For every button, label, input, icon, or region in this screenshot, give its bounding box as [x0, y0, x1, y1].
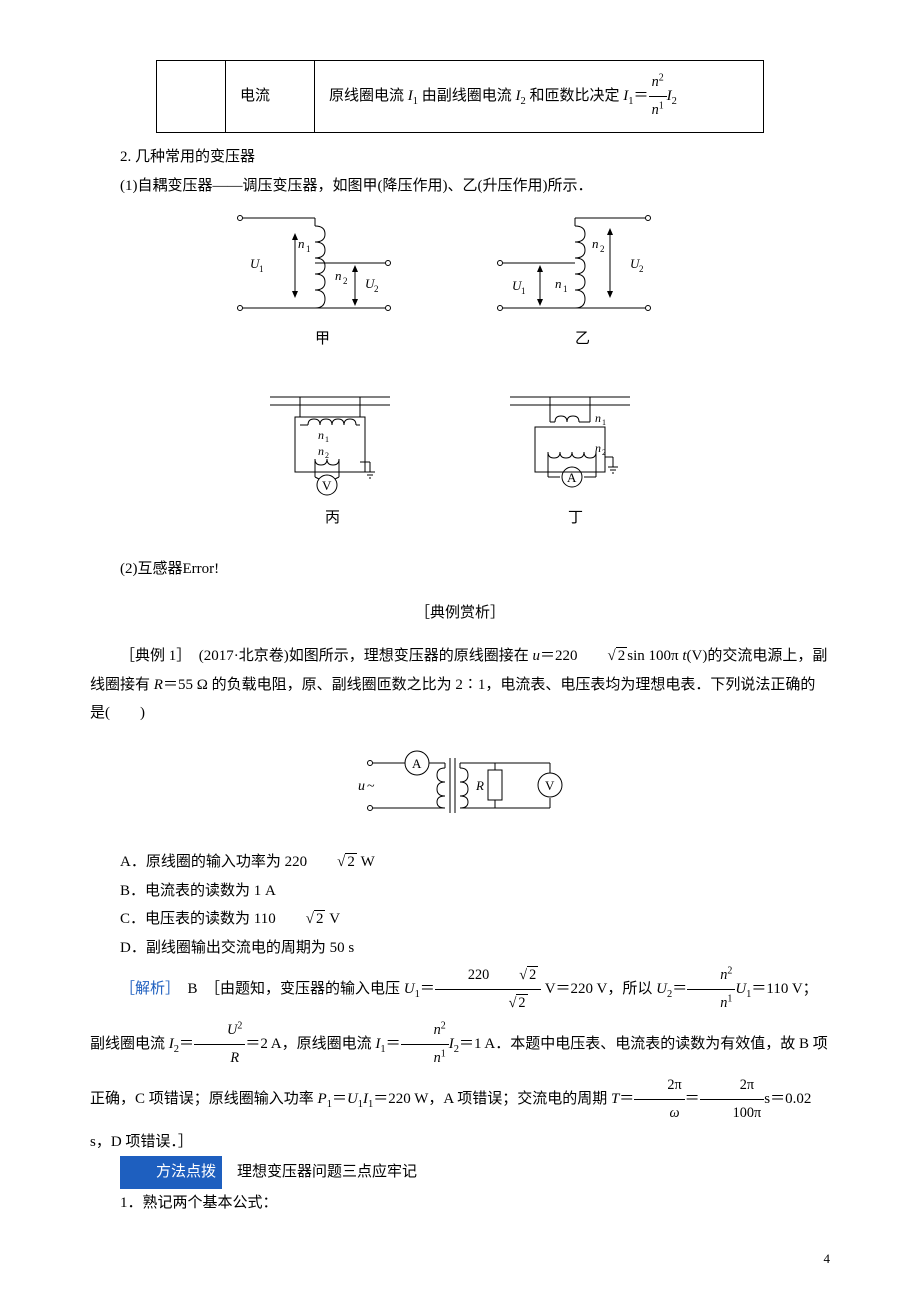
text: A．原线圈的输入功率为 220	[120, 854, 307, 870]
svg-text:V: V	[322, 478, 332, 493]
svg-text:1: 1	[259, 264, 264, 274]
text: 由副线圈电流	[418, 88, 516, 104]
svg-text:n: n	[298, 236, 305, 251]
text: sin 100π	[627, 648, 678, 664]
error-text: Error!	[183, 561, 220, 577]
example-circuit: A V R u ~	[90, 728, 830, 849]
svg-text:~: ~	[367, 779, 375, 794]
page-number: 4	[90, 1247, 830, 1272]
svg-text:1: 1	[563, 284, 568, 294]
method-1: 1．熟记两个基本公式：	[90, 1189, 830, 1218]
svg-text:2: 2	[343, 276, 348, 286]
svg-text:R: R	[475, 778, 484, 793]
svg-text:1: 1	[602, 418, 606, 427]
text: V＝220 V，所以	[541, 981, 656, 997]
svg-text:u: u	[358, 779, 365, 794]
fig-label-bing: 丙	[325, 510, 340, 526]
mutual-inductance-diagrams: n1 n2 V 丙 n1	[220, 387, 700, 537]
svg-text:1: 1	[521, 286, 526, 296]
svg-text:n: n	[555, 276, 562, 291]
text: W	[357, 854, 375, 870]
method-title: 理想变压器问题三点应牢记	[222, 1164, 417, 1180]
svg-text:n: n	[595, 411, 601, 425]
svg-text:2: 2	[374, 284, 379, 294]
svg-text:n: n	[335, 268, 342, 283]
section-2-title: 2. 几种常用的变压器	[90, 143, 830, 172]
fig-label-yi: 乙	[575, 331, 590, 347]
text: ＝220 W，A 项错误；交流电的周期	[373, 1091, 611, 1107]
text: 和匝数比决定	[526, 88, 624, 104]
method-box: 方法点拨	[120, 1156, 222, 1189]
example-1: ［典例 1］ (2017·北京卷)如图所示，理想变压器的原线圈接在 u＝2202…	[90, 642, 830, 728]
table-cell-label: 电流	[226, 61, 315, 133]
svg-text:1: 1	[325, 435, 329, 444]
text: 的负载电阻，原、副线圈匝数之比为 2∶1，电流表、电压表均为理想电表．下列说法正…	[90, 677, 815, 722]
svg-text:2: 2	[600, 244, 605, 254]
example-year: (2017·北京卷)	[199, 648, 289, 664]
diagram-row-1: U1 n1 n2 U2 甲 U1 n1 n2 U2 乙	[90, 208, 830, 379]
section-2-1: (1)自耦变压器——调压变压器，如图甲(降压作用)、乙(升压作用)所示．	[90, 172, 830, 201]
svg-text:2: 2	[639, 264, 644, 274]
fig-label-jia: 甲	[315, 331, 330, 347]
formula-table: 电流 原线圈电流 I1 由副线圈电流 I2 和匝数比决定 I1＝n2n1I2	[156, 60, 764, 133]
circuit-diagram: A V R u ~	[350, 728, 570, 838]
svg-text:n: n	[318, 428, 324, 442]
text: (2)互感器	[120, 561, 183, 577]
option-c: C．电压表的读数为 1102 V	[90, 905, 830, 934]
text: ＝2 A，原线圈电流	[245, 1036, 375, 1052]
section-2-2: (2)互感器Error!	[90, 555, 830, 584]
text: C．电压表的读数为 110	[120, 911, 276, 927]
option-b: B．电流表的读数为 1 A	[90, 877, 830, 906]
table-row: 电流 原线圈电流 I1 由副线圈电流 I2 和匝数比决定 I1＝n2n1I2	[157, 61, 764, 133]
svg-text:A: A	[412, 756, 422, 771]
text: V	[325, 911, 340, 927]
svg-text:n: n	[318, 444, 324, 458]
table-cell-empty	[157, 61, 226, 133]
svg-text:2: 2	[325, 451, 329, 460]
option-a: A．原线圈的输入功率为 2202 W	[90, 848, 830, 877]
svg-text:V: V	[545, 778, 555, 793]
svg-text:1: 1	[306, 244, 311, 254]
examples-header: ［典例赏析］	[90, 599, 830, 628]
autotransformer-diagrams: U1 n1 n2 U2 甲 U1 n1 n2 U2 乙	[220, 208, 700, 368]
text: 原线圈电流	[329, 88, 408, 104]
diagram-row-2: n1 n2 V 丙 n1	[90, 387, 830, 548]
solution-label: ［解析］	[120, 981, 173, 997]
option-d: D．副线圈输出交流电的周期为 50 s	[90, 934, 830, 963]
svg-text:A: A	[567, 470, 577, 485]
method-line: 方法点拨 理想变压器问题三点应牢记	[90, 1156, 830, 1189]
solution: ［解析］ B ［由题知，变压器的输入电压 U1＝22022 V＝220 V，所以…	[90, 962, 830, 1156]
example-label: ［典例 1］	[120, 648, 199, 664]
table-cell-formula: 原线圈电流 I1 由副线圈电流 I2 和匝数比决定 I1＝n2n1I2	[315, 61, 764, 133]
fig-label-ding: 丁	[568, 510, 583, 526]
text: B ［由题知，变压器的输入电压	[173, 981, 404, 997]
text: 如图所示，理想变压器的原线圈接在	[289, 648, 533, 664]
svg-text:2: 2	[602, 448, 606, 457]
svg-text:n: n	[592, 236, 599, 251]
